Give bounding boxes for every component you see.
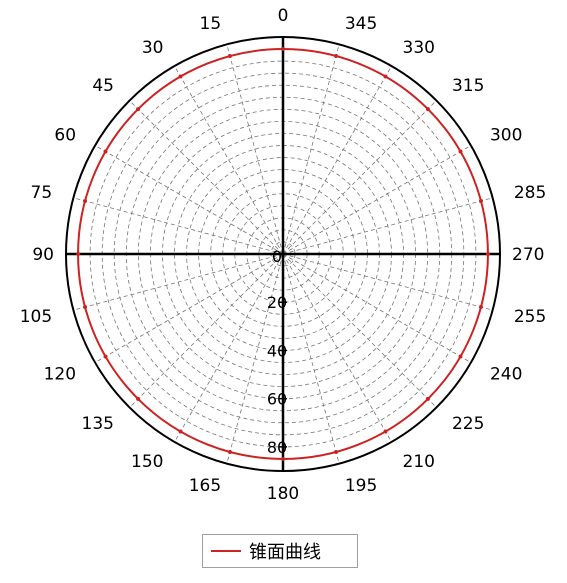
series-point bbox=[227, 54, 232, 59]
angle-tick-label: 135 bbox=[82, 414, 114, 434]
grid-spoke bbox=[226, 44, 284, 255]
series-point bbox=[103, 354, 108, 359]
angle-tick-label: 45 bbox=[92, 76, 114, 96]
angle-tick-label: 0 bbox=[278, 6, 289, 26]
radial-tick-label: 0 bbox=[272, 247, 282, 266]
grid-spoke bbox=[73, 253, 284, 311]
series-point bbox=[383, 429, 388, 434]
legend: 锥面曲线 bbox=[202, 534, 358, 568]
polar-axes bbox=[65, 36, 501, 472]
series-point bbox=[227, 449, 232, 454]
angle-tick-label: 165 bbox=[189, 476, 221, 496]
grid-spoke bbox=[174, 65, 284, 255]
grid-spoke bbox=[73, 197, 284, 255]
radial-labels: 0 20 40 60 80 bbox=[267, 247, 287, 457]
grid-spoke bbox=[282, 253, 392, 443]
series-point bbox=[485, 252, 490, 256]
series-point bbox=[334, 449, 339, 454]
angle-tick-label: 60 bbox=[54, 126, 76, 146]
angle-labels: 0 15 30 45 60 75 90 105 120 135 150 165 180 195 210 225… bbox=[20, 6, 547, 504]
angle-tick-label: 105 bbox=[20, 307, 52, 327]
series-point bbox=[178, 74, 183, 79]
grid-spoke bbox=[226, 253, 284, 464]
radial-tick-label: 20 bbox=[267, 293, 287, 312]
angle-tick-label: 315 bbox=[452, 76, 484, 96]
series-layer bbox=[76, 47, 490, 461]
grid-spoke bbox=[94, 145, 284, 255]
grid-spoke bbox=[282, 65, 392, 255]
series-point bbox=[425, 396, 430, 401]
radial-tick-label: 60 bbox=[267, 390, 287, 409]
angle-tick-label: 180 bbox=[267, 484, 299, 504]
angle-tick-label: 330 bbox=[403, 38, 435, 58]
legend-swatch bbox=[211, 550, 241, 552]
series-point bbox=[83, 198, 88, 203]
series-point bbox=[136, 396, 141, 401]
series-point bbox=[458, 149, 463, 154]
series-point bbox=[478, 305, 483, 310]
angle-tick-label: 150 bbox=[131, 452, 163, 472]
grid-spoke bbox=[282, 197, 493, 255]
series-point bbox=[83, 305, 88, 310]
grid-spoke bbox=[282, 253, 493, 311]
angle-tick-label: 210 bbox=[403, 452, 435, 472]
series-point bbox=[281, 47, 285, 52]
series-point bbox=[458, 354, 463, 359]
angle-tick-label: 225 bbox=[452, 414, 484, 434]
angle-tick-label: 300 bbox=[490, 126, 522, 146]
series-point bbox=[281, 456, 285, 461]
angle-tick-label: 30 bbox=[142, 38, 164, 58]
grid-spoke bbox=[282, 145, 472, 255]
angle-tick-label: 240 bbox=[490, 365, 522, 385]
angle-tick-label: 345 bbox=[345, 14, 377, 34]
angle-tick-label: 75 bbox=[31, 183, 53, 203]
radial-tick-label: 40 bbox=[267, 341, 287, 360]
grid-spoke bbox=[282, 253, 472, 363]
series-point bbox=[383, 74, 388, 79]
series-point bbox=[178, 429, 183, 434]
radial-tick-label: 80 bbox=[267, 438, 287, 457]
series-point bbox=[425, 107, 430, 112]
grid-spoke bbox=[282, 44, 340, 255]
grid-spoke bbox=[174, 253, 284, 443]
series-point bbox=[76, 252, 81, 256]
grid-spoke bbox=[129, 253, 284, 408]
series-point bbox=[478, 198, 483, 203]
series-point bbox=[103, 149, 108, 154]
grid-spoke bbox=[282, 253, 340, 464]
series-point bbox=[136, 107, 141, 112]
angle-tick-label: 255 bbox=[514, 307, 546, 327]
angle-tick-label: 120 bbox=[44, 365, 76, 385]
grid-spoke bbox=[94, 253, 284, 363]
grid-spoke bbox=[282, 100, 437, 255]
angle-tick-label: 270 bbox=[512, 245, 544, 265]
angle-tick-label: 15 bbox=[200, 14, 222, 34]
angle-tick-label: 195 bbox=[345, 476, 377, 496]
legend-label: 锥面曲线 bbox=[249, 542, 321, 563]
angle-tick-label: 90 bbox=[32, 245, 54, 265]
series-point bbox=[334, 54, 339, 59]
grid-spoke bbox=[129, 100, 284, 255]
grid-spoke bbox=[282, 253, 437, 408]
angle-tick-label: 285 bbox=[514, 183, 546, 203]
